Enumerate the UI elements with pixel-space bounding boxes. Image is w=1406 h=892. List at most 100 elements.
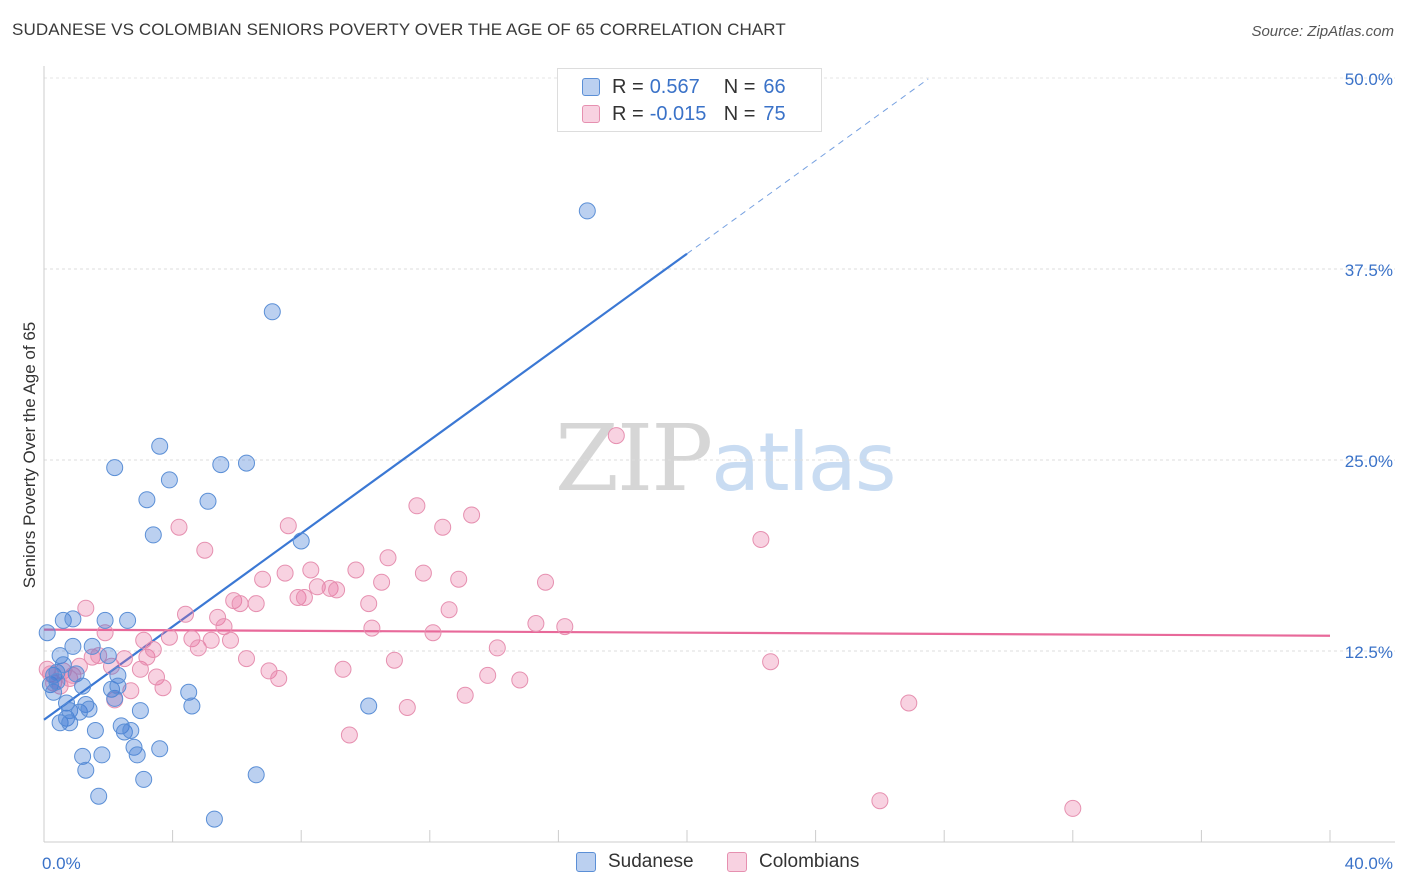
colombians-point: [202, 631, 220, 649]
colombians-point: [183, 630, 201, 648]
colombians-point: [373, 573, 391, 591]
sudanese-point: [122, 722, 140, 739]
sudanese-point: [80, 700, 98, 718]
series-legend: Sudanese Colombians: [0, 851, 1406, 879]
colombians-point: [308, 578, 326, 596]
colombians-point: [328, 581, 346, 599]
colombians-point: [215, 618, 233, 636]
sudanese-point: [212, 456, 230, 474]
sudanese-point: [238, 454, 255, 472]
sudanese-point: [45, 683, 63, 701]
colombians-point: [122, 682, 140, 700]
colombians-point: [334, 660, 352, 678]
sudanese-point: [96, 611, 114, 629]
colombians-point: [1064, 799, 1082, 817]
legend-item-sudanese[interactable]: Sudanese: [576, 851, 694, 873]
r-value: 0.567: [649, 75, 700, 98]
colombians-point: [871, 792, 889, 810]
colombians-point: [900, 694, 918, 712]
sudanese-point: [51, 647, 69, 665]
sudanese-point: [64, 610, 82, 628]
colombians-point: [440, 601, 458, 619]
colombians-point: [752, 531, 770, 548]
sudanese-point: [360, 697, 378, 715]
colombians-point: [321, 579, 339, 597]
legend-swatch-sudanese: [582, 78, 600, 96]
colombians-point: [177, 605, 194, 623]
colombians-point: [295, 589, 313, 606]
sudanese-point: [138, 491, 156, 509]
sudanese-point: [199, 492, 217, 510]
colombians-point: [154, 679, 172, 697]
colombians-point: [385, 651, 403, 669]
colombians-point: [103, 657, 120, 675]
sudanese-trend-extension: [686, 78, 929, 255]
colombians-point: [762, 653, 780, 671]
axes: [43, 66, 1395, 843]
sudanese-point: [144, 526, 162, 544]
sudanese-point: [128, 746, 146, 764]
sudanese-point: [160, 471, 178, 489]
colombians-point: [607, 427, 625, 445]
y-tick-label: 37.5%: [1345, 261, 1393, 280]
sudanese-point: [292, 532, 310, 550]
sudanese-point: [99, 647, 117, 665]
colombians-point: [456, 686, 474, 704]
y-axis-label: Seniors Poverty Over the Age of 65: [20, 321, 39, 589]
colombians-point: [556, 618, 574, 636]
legend-swatch-colombians: [582, 105, 600, 123]
colombians-point: [479, 666, 497, 684]
sudanese-point: [247, 766, 265, 784]
x-tick-label: 0.0%: [42, 854, 81, 873]
colombians-point: [379, 549, 397, 567]
sudanese-point: [74, 677, 92, 695]
r-label: R =: [612, 102, 644, 125]
sudanese-point: [183, 697, 201, 715]
legend-swatch-sudanese: [576, 852, 596, 872]
colombians-point: [527, 615, 545, 632]
gridlines: [44, 77, 1395, 652]
sudanese-point: [115, 723, 133, 741]
n-value: 75: [763, 102, 786, 125]
colombians-point: [144, 641, 162, 658]
colombians-point: [302, 561, 320, 579]
sudanese-point: [74, 747, 92, 765]
colombians-point: [189, 639, 207, 657]
colombians-point: [276, 564, 294, 582]
sudanese-point: [119, 611, 137, 629]
colombians-trend-line: [43, 628, 1331, 637]
colombians-point: [424, 624, 442, 642]
y-tick-label: 25.0%: [1345, 452, 1393, 471]
colombians-point: [408, 497, 426, 515]
sudanese-point: [109, 677, 127, 695]
sudanese-point: [263, 303, 281, 321]
colombians-point: [170, 518, 188, 536]
colombians-point: [222, 631, 239, 649]
colombians-point: [511, 671, 529, 689]
sudanese-point: [61, 714, 79, 732]
colombians-point: [347, 561, 365, 579]
sudanese-point: [151, 437, 169, 455]
colombians-point: [537, 573, 554, 591]
colombians-point: [254, 570, 272, 588]
sudanese-point: [77, 696, 95, 713]
sudanese-point: [77, 761, 95, 779]
colombians-point: [96, 624, 114, 642]
sudanese-point: [86, 722, 104, 739]
colombians-point: [279, 517, 297, 535]
colombians-point: [77, 599, 95, 617]
colombians-point: [360, 595, 378, 613]
data-points: [38, 202, 1082, 828]
colombians-point: [450, 570, 468, 588]
watermark-atlas: atlas: [711, 416, 896, 509]
colombians-point: [196, 541, 214, 559]
colombians-point: [398, 699, 416, 716]
sudanese-point: [93, 746, 111, 764]
colombians-point: [148, 668, 165, 686]
colombians-point: [414, 564, 432, 582]
colombians-point: [463, 506, 481, 524]
legend-item-colombians[interactable]: Colombians: [727, 851, 859, 873]
legend-row-colombians: R = -0.015 N = 75: [582, 101, 786, 127]
legend-label: Sudanese: [608, 851, 694, 872]
